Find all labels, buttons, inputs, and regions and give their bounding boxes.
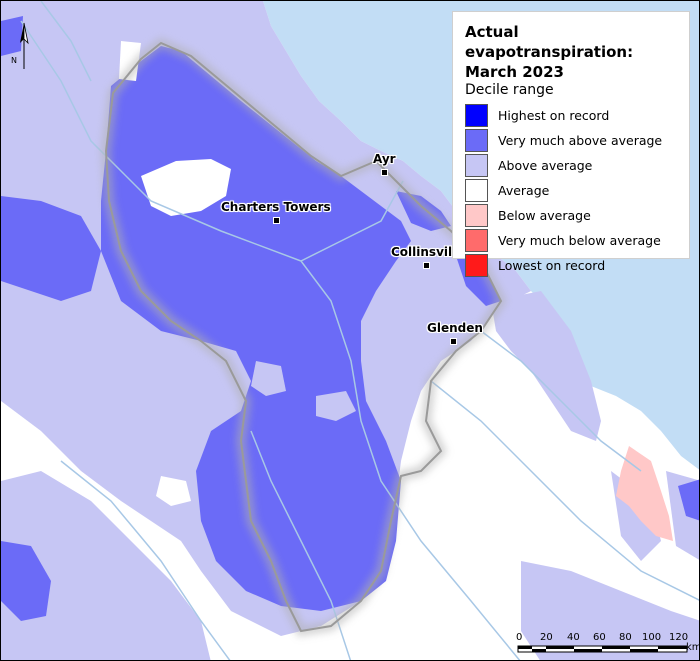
legend-item: Highest on record	[465, 103, 679, 128]
legend-item: Lowest on record	[465, 253, 679, 278]
legend-item: Below average	[465, 203, 679, 228]
legend-item: Very much above average	[465, 128, 679, 153]
basin-outline	[104, 41, 503, 633]
scale-tick-60: 60	[593, 632, 606, 643]
north-label: N	[11, 56, 17, 65]
place-marker-charters-towers	[273, 217, 280, 224]
scale-bar	[517, 645, 688, 653]
place-label-collinsville: Collinsvil	[391, 245, 453, 259]
legend-item-label: Average	[498, 183, 550, 198]
legend-item-label: Lowest on record	[498, 258, 606, 273]
legend-item: Average	[465, 178, 679, 203]
scale-tick-80: 80	[619, 632, 632, 643]
above-average-holes	[151, 361, 356, 421]
scale-tick-120: 120	[669, 632, 689, 643]
legend: Actual evapotranspiration: March 2023 De…	[452, 11, 690, 277]
legend-title-line1: Actual evapotranspiration:	[465, 23, 634, 61]
place-marker-glenden	[450, 338, 457, 345]
scale-tick-20: 20	[540, 632, 553, 643]
north-arrow-icon	[20, 22, 29, 69]
scale-unit: km	[686, 642, 700, 653]
place-marker-collinsville	[423, 262, 430, 269]
legend-swatch	[465, 254, 488, 277]
legend-swatch	[465, 154, 488, 177]
legend-item-label: Below average	[498, 208, 591, 223]
legend-item: Above average	[465, 153, 679, 178]
legend-swatch	[465, 204, 488, 227]
legend-item-label: Above average	[498, 158, 593, 173]
legend-swatch	[465, 129, 488, 152]
legend-swatch	[465, 179, 488, 202]
scale-tick-0: 0	[516, 632, 523, 643]
legend-item-label: Very much below average	[498, 233, 661, 248]
scale-tick-100: 100	[642, 632, 662, 643]
place-label-charters-towers: Charters Towers	[221, 200, 331, 214]
scale-tick-40: 40	[567, 632, 580, 643]
legend-subtitle: Decile range	[465, 82, 554, 98]
legend-swatch	[465, 104, 488, 127]
legend-items: Highest on record Very much above average…	[465, 103, 679, 278]
below-average-region	[616, 446, 673, 541]
legend-swatch	[465, 229, 488, 252]
place-label-glenden: Glenden	[427, 321, 483, 335]
legend-title-line2: March 2023	[465, 63, 564, 81]
legend-item-label: Highest on record	[498, 108, 610, 123]
legend-item: Very much below average	[465, 228, 679, 253]
legend-item-label: Very much above average	[498, 133, 663, 148]
place-label-ayr: Ayr	[373, 152, 396, 166]
place-marker-ayr	[381, 169, 388, 176]
